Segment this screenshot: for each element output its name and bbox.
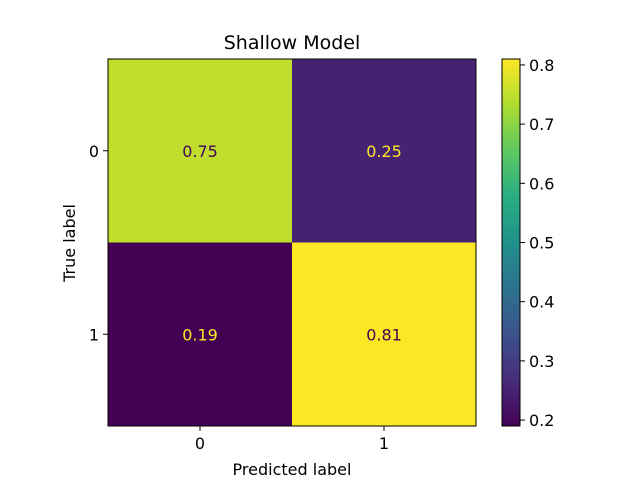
colorbar bbox=[501, 58, 521, 427]
x-tick-label: 0 bbox=[195, 434, 205, 453]
x-axis-label: Predicted label bbox=[233, 460, 352, 479]
heatmap-cell bbox=[292, 242, 477, 427]
cell-value-label: 0.75 bbox=[182, 142, 218, 161]
y-tick-label: 0 bbox=[89, 142, 99, 161]
x-tick-label: 1 bbox=[379, 434, 389, 453]
colorbar-tick-label: 0.8 bbox=[529, 56, 554, 75]
colorbar-tick-label: 0.4 bbox=[529, 293, 554, 312]
y-axis-label: True label bbox=[60, 204, 79, 283]
chart-title: Shallow Model bbox=[224, 32, 361, 54]
cell-value-label: 0.19 bbox=[182, 325, 218, 344]
colorbar-tick-label: 0.5 bbox=[529, 234, 554, 253]
heatmap-cells: 0.75 0.25 0.19 0.81 bbox=[107, 58, 477, 427]
y-axis-ticks: 01 bbox=[89, 142, 108, 344]
colorbar-tick-label: 0.6 bbox=[529, 174, 554, 193]
colorbar-tick-label: 0.2 bbox=[529, 411, 554, 430]
cell-value-label: 0.81 bbox=[366, 325, 402, 344]
heatmap-cell bbox=[108, 242, 293, 427]
colorbar-tick-label: 0.3 bbox=[529, 352, 554, 371]
heatmap-cell bbox=[108, 59, 293, 243]
y-tick-label: 1 bbox=[89, 325, 99, 344]
heatmap-cell bbox=[292, 59, 477, 243]
plot-frame bbox=[107, 58, 477, 427]
cell-value-label: 0.25 bbox=[366, 142, 402, 161]
colorbar-tick-label: 0.7 bbox=[529, 115, 554, 134]
colorbar-ticks: 0.2 0.3 0.4 0.5 0.6 0.7 0.8 bbox=[520, 56, 554, 430]
